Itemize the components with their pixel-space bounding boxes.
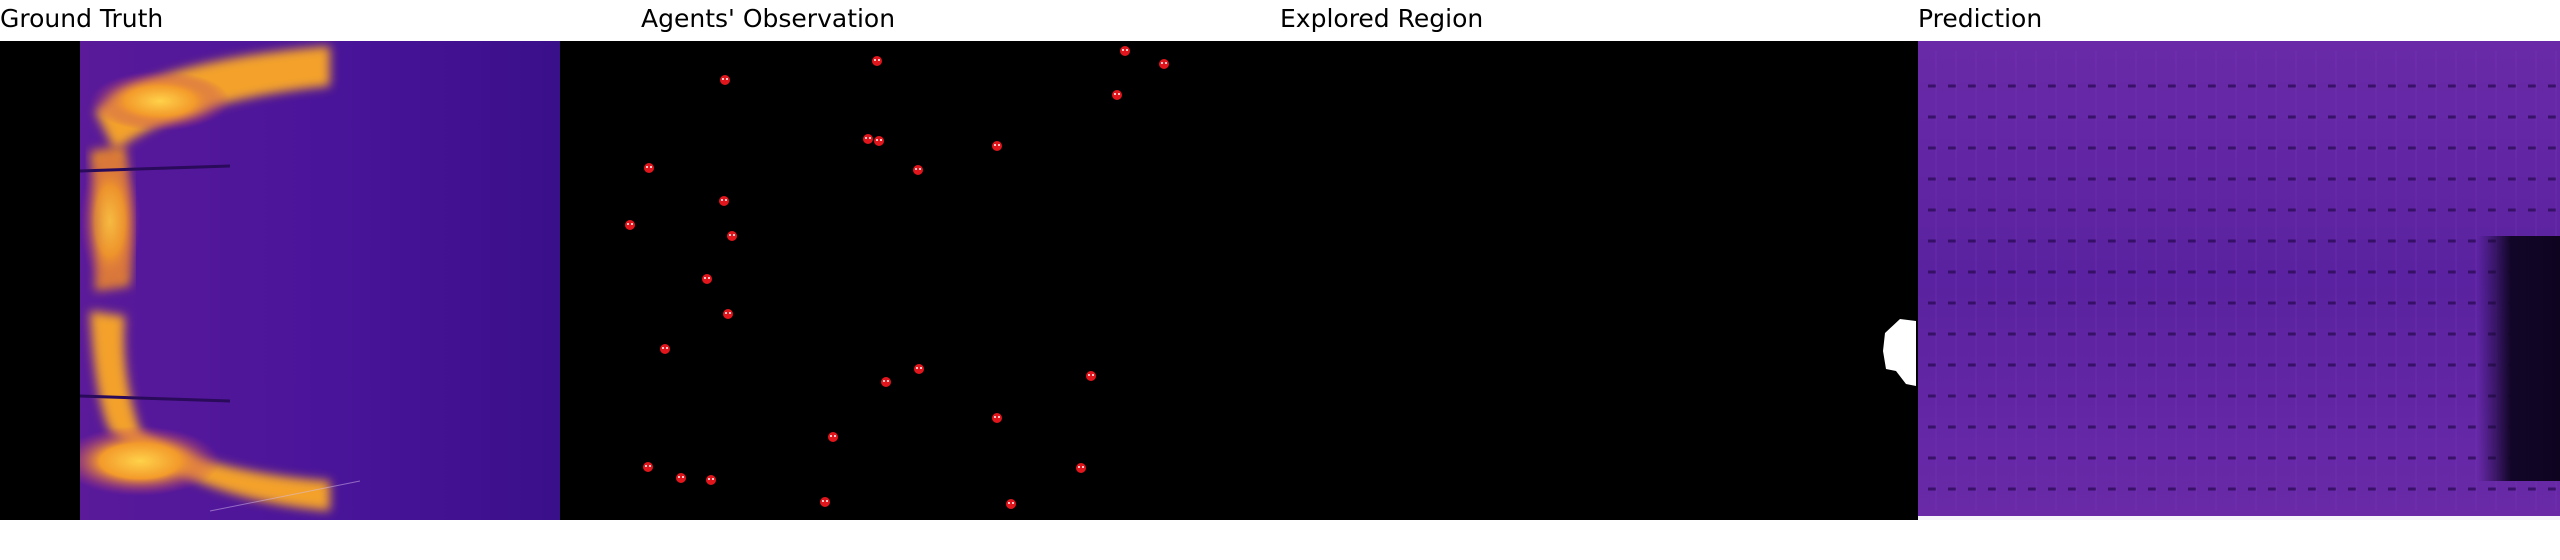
agent-marker-icon bbox=[992, 141, 1002, 151]
prediction-heatmap bbox=[1918, 41, 2560, 516]
agent-marker-icon bbox=[719, 196, 729, 206]
agent-marker-icon bbox=[706, 475, 716, 485]
agent-marker-icon bbox=[625, 220, 635, 230]
ground-truth-panel bbox=[0, 41, 560, 520]
agent-marker-icon bbox=[720, 75, 730, 85]
agent-marker-icon bbox=[913, 165, 923, 175]
agent-marker-icon bbox=[881, 377, 891, 387]
ground-truth-title: Ground Truth bbox=[0, 4, 164, 33]
agents-observation-title: Agents' Observation bbox=[641, 4, 896, 33]
explored-region-title: Explored Region bbox=[1280, 4, 1484, 33]
agent-marker-icon bbox=[727, 231, 737, 241]
agent-marker-icon bbox=[874, 136, 884, 146]
agent-marker-icon bbox=[872, 56, 882, 66]
agent-marker-icon bbox=[1006, 499, 1016, 509]
agent-marker-icon bbox=[863, 134, 873, 144]
prediction-panel bbox=[1918, 41, 2560, 520]
agents-observation-panel bbox=[560, 41, 1200, 520]
agent-marker-icon bbox=[723, 309, 733, 319]
agent-marker-icon bbox=[1076, 463, 1086, 473]
explored-region-map bbox=[1883, 319, 1916, 386]
ground-truth-heatmap bbox=[0, 41, 560, 520]
explored-region-panel bbox=[1200, 41, 1918, 520]
agent-marker-icon bbox=[1159, 59, 1169, 69]
agent-marker-icon bbox=[1120, 46, 1130, 56]
agent-marker-icon bbox=[644, 163, 654, 173]
agent-marker-icon bbox=[992, 413, 1002, 423]
agent-marker-icon bbox=[643, 462, 653, 472]
agent-marker-icon bbox=[820, 497, 830, 507]
prediction-title: Prediction bbox=[1918, 4, 2043, 33]
agent-marker-icon bbox=[828, 432, 838, 442]
agent-marker-icon bbox=[676, 473, 686, 483]
agent-marker-icon bbox=[1112, 90, 1122, 100]
explored-blob bbox=[1883, 319, 1916, 386]
agent-marker-icon bbox=[1086, 371, 1096, 381]
agent-marker-icon bbox=[914, 364, 924, 374]
agent-marker-icon bbox=[702, 274, 712, 284]
agents-observation-map bbox=[625, 46, 1169, 509]
agent-marker-icon bbox=[660, 344, 670, 354]
